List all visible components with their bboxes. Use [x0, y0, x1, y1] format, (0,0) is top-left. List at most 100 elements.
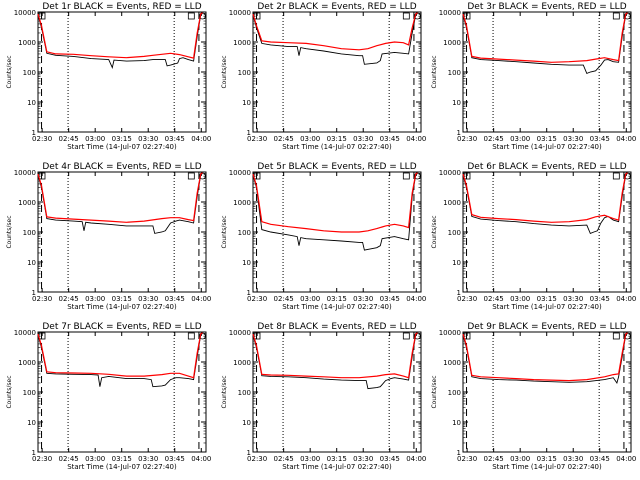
x-tick-label: 03:45	[165, 295, 185, 303]
series-line-lld	[462, 172, 628, 223]
y-axis-label: Counts/sec	[221, 215, 228, 248]
plot-frame	[37, 11, 207, 133]
y-tick-label: 1	[457, 449, 461, 457]
y-tick-label: 1000	[443, 359, 461, 367]
x-axis-label: Start Time (14-Jul-07 02:27:40)	[492, 463, 602, 471]
y-axis-label: Counts/sec	[6, 215, 13, 248]
y-tick-label: 100	[238, 229, 251, 237]
series-line-events	[252, 13, 418, 65]
series-line-events	[37, 333, 203, 388]
y-tick-label: 1	[457, 129, 461, 137]
series-line-events	[37, 173, 203, 234]
y-tick-label: 1	[32, 449, 36, 457]
x-tick-label: 02:45	[274, 135, 294, 143]
series-line-lld	[37, 332, 203, 379]
y-axis-label: Counts/sec	[6, 375, 13, 408]
chart-title: Det 5r BLACK = Events, RED = LLD	[257, 162, 416, 172]
x-tick-label: 02:45	[274, 295, 294, 303]
x-tick-label: 03:00	[510, 455, 530, 463]
chart-title: Det 6r BLACK = Events, RED = LLD	[467, 162, 626, 172]
chart-title: Det 3r BLACK = Events, RED = LLD	[467, 2, 626, 12]
x-tick-label: 03:00	[300, 135, 320, 143]
x-tick-label: 03:45	[590, 455, 610, 463]
y-axis-label: Counts/sec	[431, 215, 438, 248]
x-tick-label: 03:15	[112, 295, 132, 303]
x-tick-label: 03:00	[510, 295, 530, 303]
x-tick-label: 03:30	[563, 135, 583, 143]
y-tick-label: 1000	[233, 39, 251, 47]
x-tick-label: 03:45	[590, 135, 610, 143]
chart-title: Det 4r BLACK = Events, RED = LLD	[42, 162, 201, 172]
x-tick-label: 03:00	[85, 295, 105, 303]
x-axis-label: Start Time (14-Jul-07 02:27:40)	[492, 303, 602, 311]
series-line-events	[462, 173, 628, 234]
y-tick-label: 10	[27, 259, 36, 267]
x-tick-label: 02:30	[457, 135, 477, 143]
series-line-lld	[252, 172, 418, 233]
y-tick-label: 10000	[229, 329, 251, 337]
y-tick-label: 100	[448, 229, 461, 237]
chart-title: Det 2r BLACK = Events, RED = LLD	[257, 2, 416, 12]
x-tick-label: 03:30	[138, 135, 158, 143]
y-tick-label: 10000	[439, 169, 461, 177]
x-tick-label: 03:30	[353, 295, 373, 303]
y-tick-label: 100	[238, 389, 251, 397]
y-tick-label: 1000	[233, 199, 251, 207]
marker-box	[402, 172, 410, 180]
marker-box	[402, 12, 410, 20]
x-tick-label: 02:45	[274, 455, 294, 463]
y-tick-label: 1000	[443, 199, 461, 207]
x-tick-label: 02:30	[247, 135, 267, 143]
x-axis-label: Start Time (14-Jul-07 02:27:40)	[492, 143, 602, 151]
x-tick-label: 04:00	[191, 455, 211, 463]
y-tick-label: 10000	[229, 169, 251, 177]
x-tick-label: 02:30	[457, 455, 477, 463]
y-tick-label: 1	[32, 129, 36, 137]
plot-frame	[37, 331, 207, 453]
y-tick-label: 1	[32, 289, 36, 297]
x-axis-label: Start Time (14-Jul-07 02:27:40)	[67, 143, 177, 151]
x-tick-label: 04:00	[406, 295, 426, 303]
y-tick-label: 10000	[14, 169, 36, 177]
chart-panel: Det 8r BLACK = Events, RED = LLD 02:30 02:…	[221, 322, 426, 471]
chart-panel: Det 3r BLACK = Events, RED = LLD 02:30 02:…	[431, 2, 636, 151]
x-tick-label: 03:30	[138, 455, 158, 463]
x-axis-label: Start Time (14-Jul-07 02:27:40)	[282, 463, 392, 471]
x-tick-label: 02:30	[457, 295, 477, 303]
marker-box	[612, 12, 620, 20]
x-tick-label: 03:15	[112, 455, 132, 463]
y-tick-label: 1000	[233, 359, 251, 367]
plot-frame	[462, 331, 632, 453]
x-tick-label: 03:45	[380, 455, 400, 463]
y-tick-label: 100	[23, 229, 36, 237]
x-tick-label: 03:15	[327, 295, 347, 303]
x-tick-label: 02:45	[59, 135, 79, 143]
x-axis-label: Start Time (14-Jul-07 02:27:40)	[282, 303, 392, 311]
y-tick-label: 10	[27, 419, 36, 427]
x-tick-label: 04:00	[616, 135, 636, 143]
y-axis-label: Counts/sec	[431, 55, 438, 88]
x-tick-label: 02:30	[32, 295, 52, 303]
y-tick-label: 10000	[14, 9, 36, 17]
x-tick-label: 04:00	[191, 135, 211, 143]
plot-frame	[462, 11, 632, 133]
series-line-events	[37, 13, 203, 70]
x-tick-label: 02:30	[32, 135, 52, 143]
y-tick-label: 10	[242, 259, 251, 267]
y-tick-label: 10	[452, 419, 461, 427]
series-line-lld	[252, 332, 418, 379]
y-tick-label: 10	[242, 99, 251, 107]
chart-panel: Det 9r BLACK = Events, RED = LLD 02:30 02:…	[431, 322, 636, 471]
x-tick-label: 03:45	[165, 455, 185, 463]
chart-title: Det 1r BLACK = Events, RED = LLD	[42, 2, 201, 12]
y-tick-label: 10	[242, 419, 251, 427]
x-tick-label: 02:45	[484, 135, 504, 143]
x-tick-label: 02:45	[59, 295, 79, 303]
chart-panel: Det 4r BLACK = Events, RED = LLD 02:30 02:…	[6, 162, 211, 311]
marker-box	[187, 172, 195, 180]
series-line-lld	[462, 12, 628, 63]
y-tick-label: 1000	[18, 359, 36, 367]
x-tick-label: 03:00	[300, 455, 320, 463]
x-tick-label: 03:30	[563, 455, 583, 463]
